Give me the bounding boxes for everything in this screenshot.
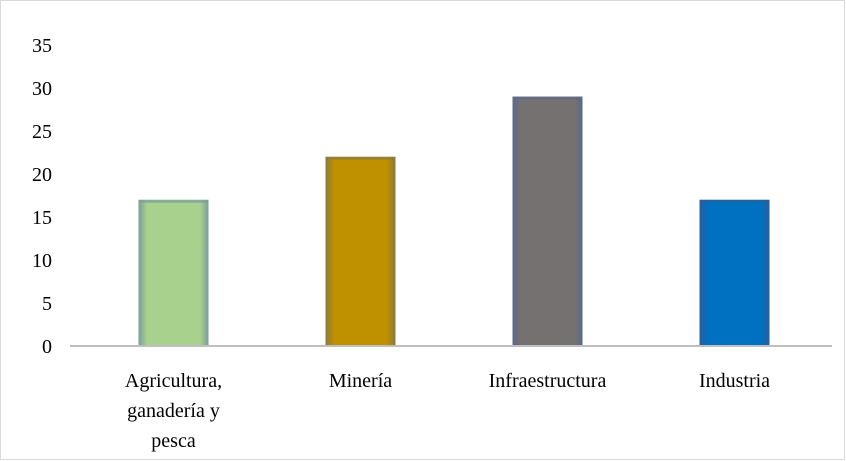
bar-0 <box>138 199 209 346</box>
y-axis-ticks: 0 5 10 15 20 25 30 35 <box>32 35 52 358</box>
x-category-label-3: Industria <box>699 370 770 392</box>
bar-3 <box>699 199 770 346</box>
bars <box>138 96 770 346</box>
y-tick-label-0: 0 <box>42 336 52 358</box>
x-category-label-2-line-0: Infraestructura <box>489 370 607 392</box>
x-category-label-0-line-0: Agricultura, <box>125 370 222 392</box>
bar-2 <box>512 96 583 346</box>
y-tick-label-30: 30 <box>32 78 52 100</box>
x-category-label-1: Minería <box>329 370 392 392</box>
bar-top-edge-0 <box>138 199 209 203</box>
y-tick-label-25: 25 <box>32 121 52 143</box>
x-category-label-2: Infraestructura <box>489 370 607 392</box>
bar-top-edge-3 <box>699 199 770 203</box>
y-tick-label-10: 10 <box>32 250 52 272</box>
x-axis-labels: Agricultura, ganadería y pesca Minería Infra… <box>125 370 770 452</box>
x-category-label-3-line-0: Industria <box>699 370 770 392</box>
x-category-label-0-line-2: pesca <box>151 430 196 452</box>
bar-top-edge-2 <box>512 96 583 100</box>
x-category-label-0: Agricultura, ganadería y pesca <box>125 370 222 452</box>
x-category-label-0-line-1: ganadería y <box>127 400 220 422</box>
bar-top-edge-1 <box>325 156 396 160</box>
bar-1 <box>325 156 396 346</box>
y-tick-label-35: 35 <box>32 35 52 57</box>
y-tick-label-5: 5 <box>42 293 52 315</box>
y-tick-label-15: 15 <box>32 207 52 229</box>
y-tick-label-20: 20 <box>32 164 52 186</box>
x-category-label-1-line-0: Minería <box>329 370 392 392</box>
